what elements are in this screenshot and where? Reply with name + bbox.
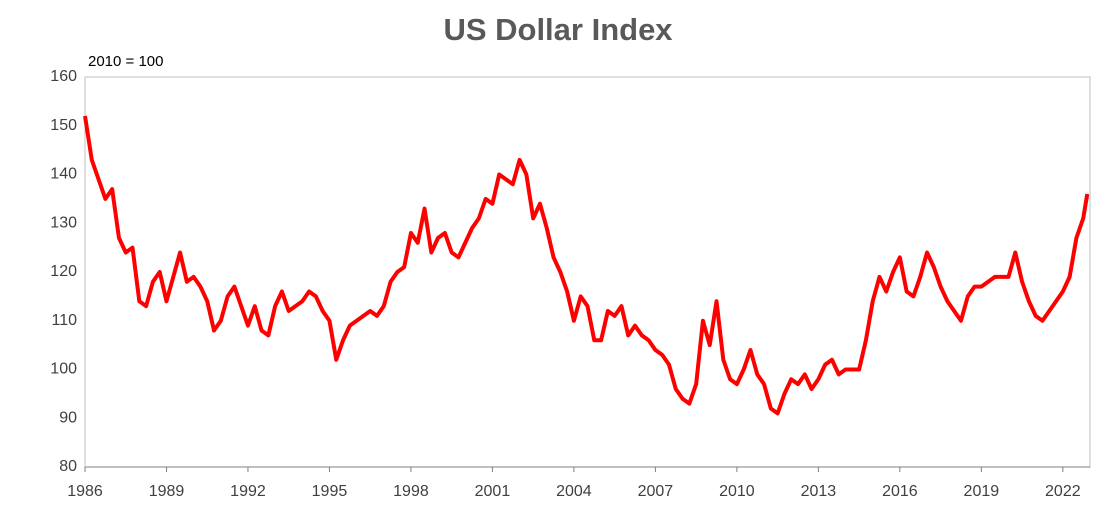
x-tick-label: 2010 <box>719 483 755 500</box>
x-tick-label: 2016 <box>882 483 918 500</box>
x-tick-label: 2022 <box>1045 483 1081 500</box>
chart-title: US Dollar Index <box>443 12 673 47</box>
y-tick-label: 110 <box>51 312 77 329</box>
y-tick-label: 80 <box>59 458 77 475</box>
x-tick-label: 1989 <box>149 483 185 500</box>
x-tick-label: 2019 <box>964 483 1000 500</box>
data-line <box>83 115 1090 416</box>
y-tick-label: 130 <box>50 214 77 231</box>
x-tick-label: 1992 <box>230 483 266 500</box>
y-tick-label: 150 <box>50 117 77 134</box>
y-tick-label: 140 <box>50 166 77 183</box>
plot-frame <box>84 76 1091 468</box>
y-tick-label: 120 <box>50 263 77 280</box>
x-tick-label: 1995 <box>312 483 348 500</box>
x-tick-label: 2004 <box>556 483 592 500</box>
x-tick-label: 2007 <box>638 483 674 500</box>
chart-subtitle: 2010 = 100 <box>88 53 164 70</box>
x-tick-label: 1986 <box>67 483 103 500</box>
y-tick-label: 160 <box>50 68 77 85</box>
x-tick-label: 2001 <box>475 483 511 500</box>
x-tick-label: 2013 <box>801 483 837 500</box>
y-tick-label: 100 <box>50 361 77 378</box>
y-tick-label: 90 <box>59 409 77 426</box>
x-tick-label: 1998 <box>393 483 429 500</box>
